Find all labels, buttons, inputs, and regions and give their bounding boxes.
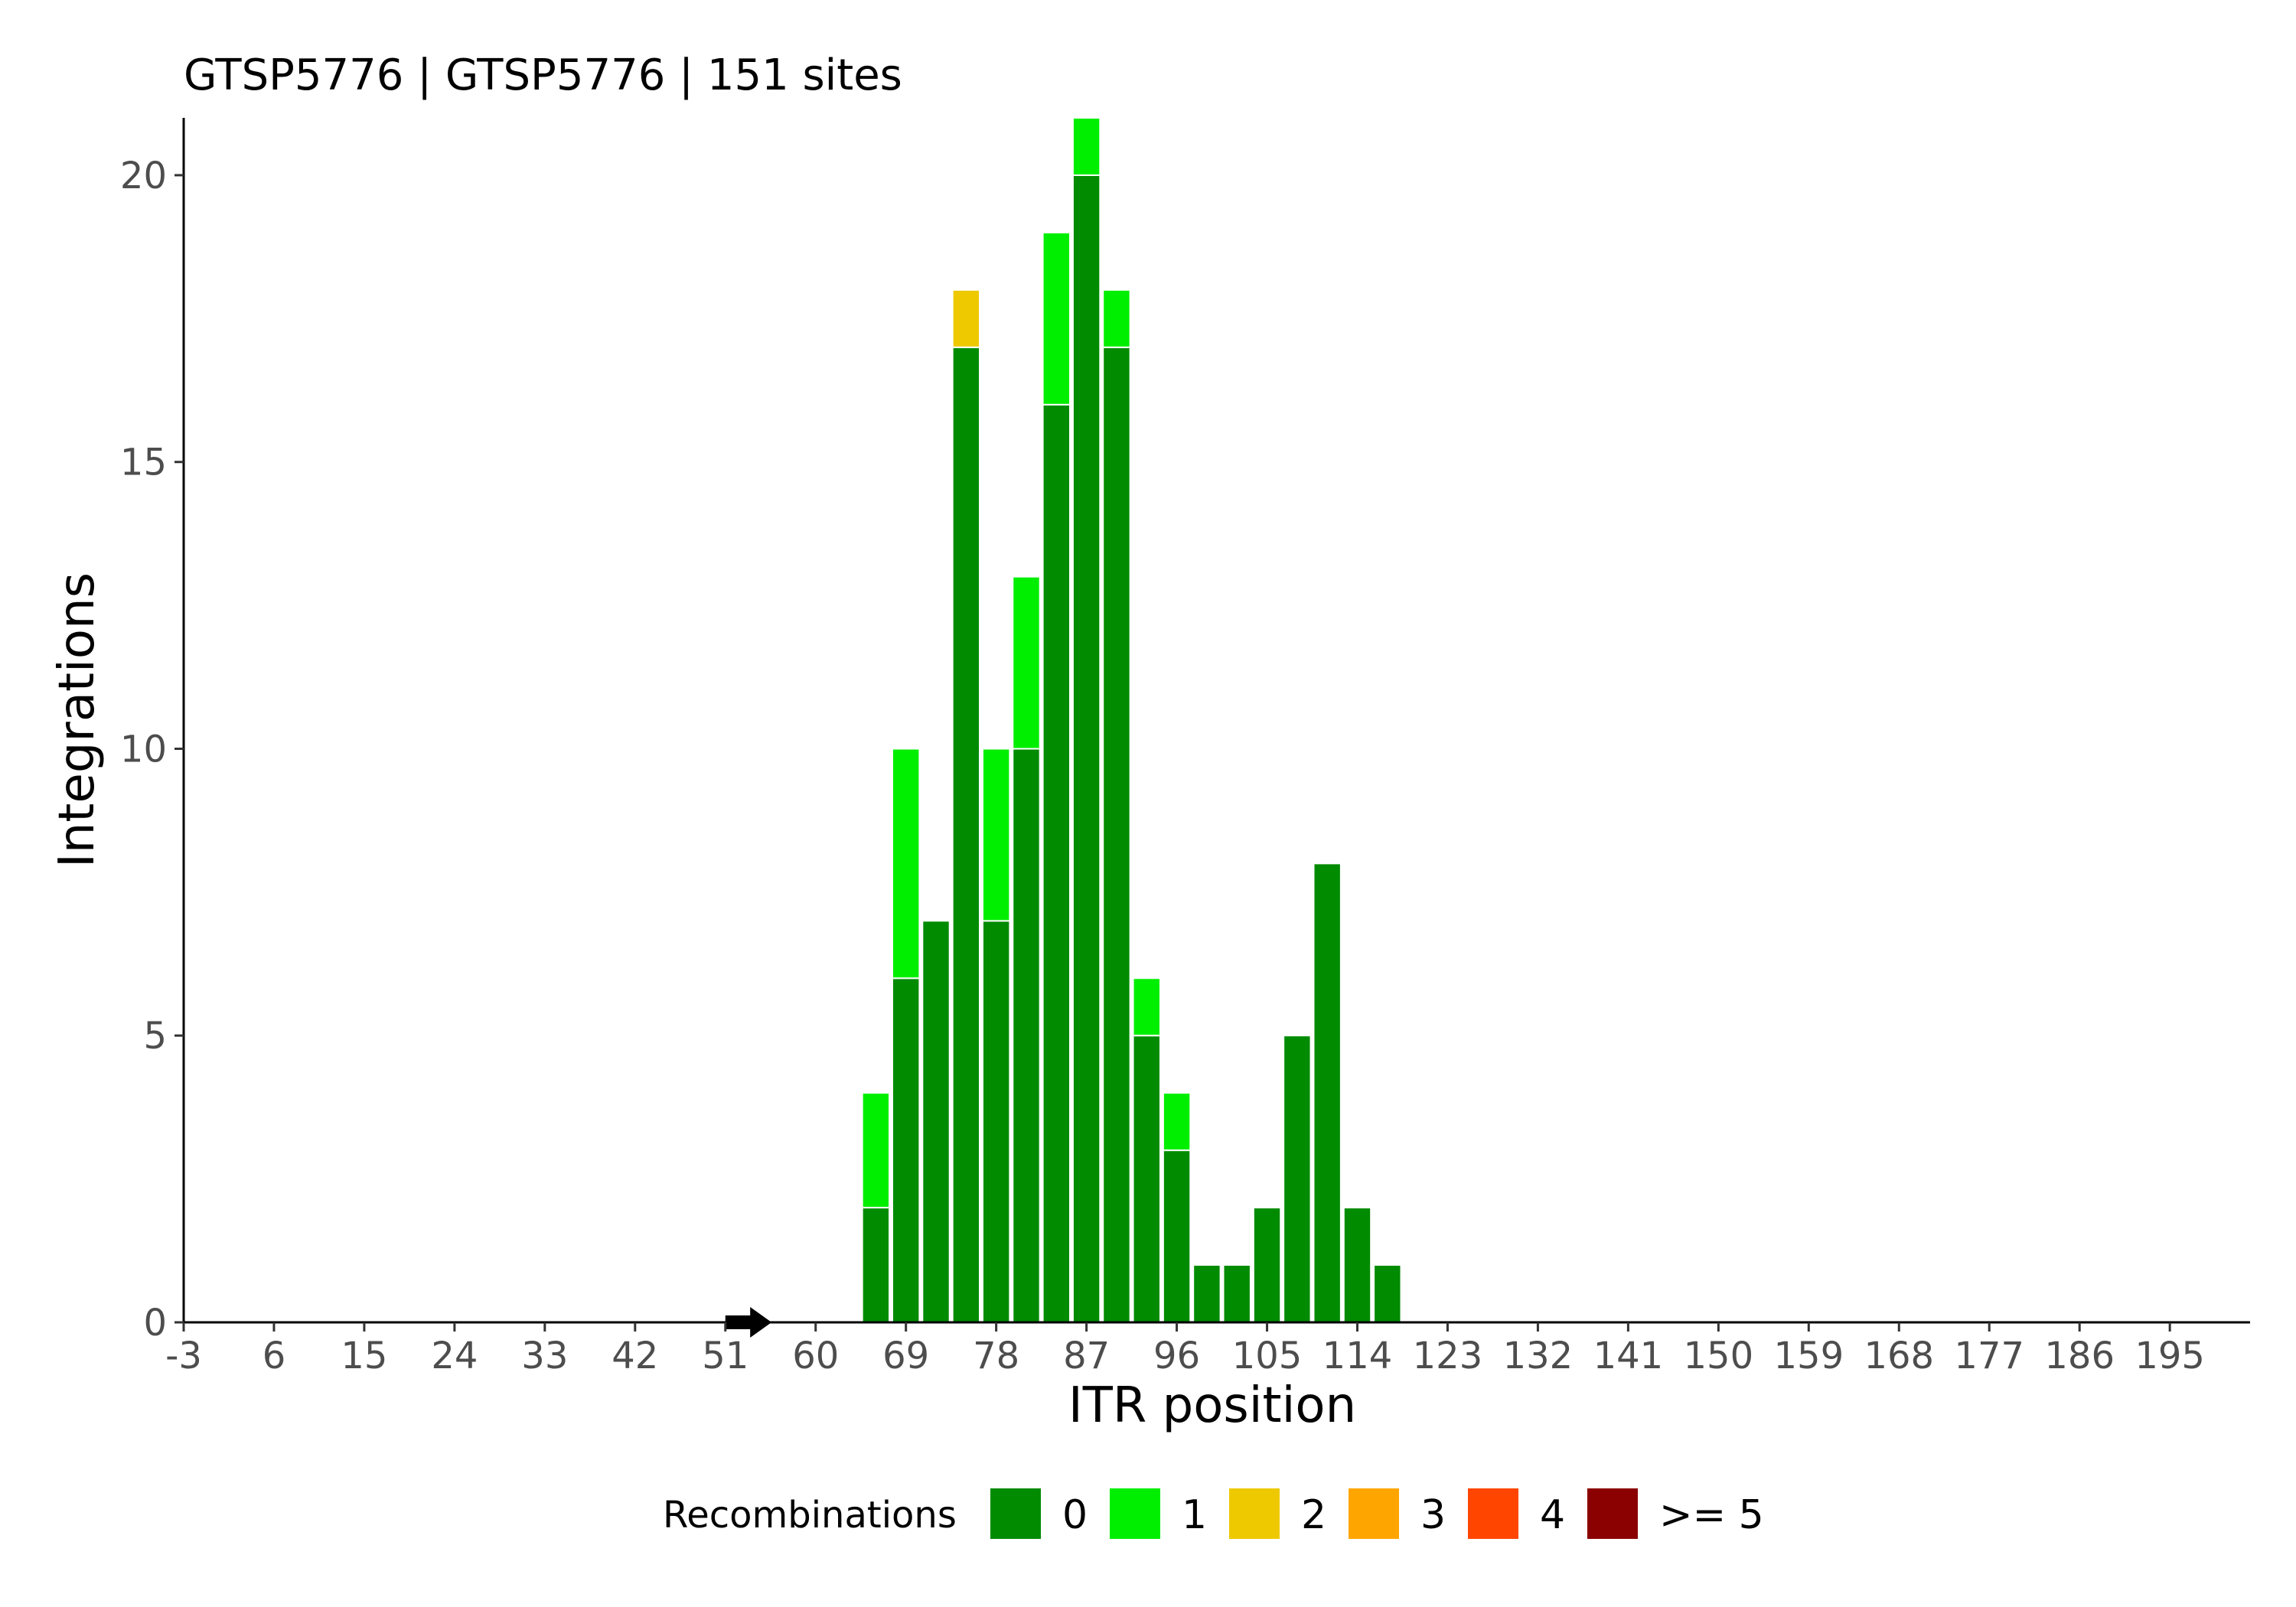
x-tick-label: 168	[1864, 1335, 1934, 1377]
bar-x87-rec0	[1071, 174, 1101, 1324]
x-tick-label: 6	[263, 1335, 286, 1377]
y-tick-label: 15	[120, 442, 167, 484]
legend: Recombinations 0 1 2 3 4 >= 5	[663, 1488, 1764, 1539]
x-tick-label: 33	[521, 1335, 568, 1377]
bar-x111-rec0	[1313, 862, 1342, 1323]
x-tick-label: 195	[2135, 1335, 2205, 1377]
legend-label-4: 4	[1540, 1492, 1565, 1538]
bar-x75-rec0	[951, 346, 981, 1323]
x-tick-label: 132	[1503, 1335, 1574, 1377]
x-tick-label: 24	[431, 1335, 478, 1377]
bar-x81-rec1	[1012, 575, 1041, 750]
bar-x72-rec0	[921, 920, 951, 1323]
legend-key-0	[990, 1488, 1041, 1539]
x-tick-label: 114	[1322, 1335, 1393, 1377]
legend-key-1	[1110, 1488, 1160, 1539]
bar-x105-rec0	[1252, 1207, 1282, 1323]
legend-label-0: 0	[1062, 1492, 1088, 1538]
bar-x90-rec1	[1102, 288, 1131, 348]
legend-key-5	[1587, 1488, 1638, 1539]
axes-layer	[182, 118, 2250, 1324]
legend-label-2: 2	[1301, 1492, 1326, 1538]
legend-key-3	[1349, 1488, 1399, 1539]
x-tick-label: 15	[341, 1335, 387, 1377]
bar-x69-rec1	[892, 748, 921, 980]
y-ticks: 0 5 10 15 20	[120, 155, 184, 1345]
bar-x84-rec0	[1042, 403, 1071, 1323]
y-tick-label: 20	[120, 155, 167, 197]
bar-x99-rec0	[1192, 1264, 1221, 1324]
y-tick-label: 5	[143, 1015, 167, 1058]
bar-x81-rec0	[1012, 748, 1041, 1323]
bar-x66-rec0	[861, 1207, 891, 1323]
bar-x66-rec1	[861, 1092, 891, 1209]
bar-x90-rec0	[1102, 346, 1131, 1323]
legend-label-5: >= 5	[1659, 1492, 1764, 1538]
x-tick-label: 87	[1063, 1335, 1110, 1377]
x-tick-label: 51	[702, 1335, 748, 1377]
bar-x117-rec0	[1373, 1264, 1402, 1324]
x-ticks: -3 6 15 24 33 42 51 60 69 78 87 96 105 114 123 132 141 15…	[165, 1322, 2205, 1377]
legend-items: 0 1 2 3 4 >= 5	[990, 1488, 1764, 1539]
bar-x96-rec1	[1162, 1092, 1192, 1152]
bar-x108-rec0	[1283, 1035, 1312, 1323]
x-tick-label: 78	[973, 1335, 1019, 1377]
x-tick-label: 42	[612, 1335, 658, 1377]
bar-x78-rec1	[981, 748, 1011, 922]
x-tick-label: 69	[882, 1335, 929, 1377]
legend-key-2	[1229, 1488, 1280, 1539]
x-tick-label: 123	[1413, 1335, 1483, 1377]
bar-x69-rec0	[892, 977, 921, 1324]
legend-key-4	[1468, 1488, 1518, 1539]
x-tick-label: 150	[1684, 1335, 1754, 1377]
bar-x84-rec1	[1042, 231, 1071, 406]
x-tick-label: 105	[1232, 1335, 1303, 1377]
legend-label-1: 1	[1182, 1492, 1207, 1538]
y-axis-label: Integrations	[49, 572, 106, 868]
bar-x78-rec0	[981, 920, 1011, 1323]
x-tick-label: 159	[1773, 1335, 1844, 1377]
bar-x102-rec0	[1222, 1264, 1251, 1324]
x-tick-label: 141	[1593, 1335, 1664, 1377]
x-tick-label: 60	[792, 1335, 839, 1377]
bars-layer	[861, 117, 1402, 1324]
y-tick-label: 0	[143, 1302, 167, 1345]
x-tick-label: 186	[2044, 1335, 2115, 1377]
bar-x114-rec0	[1342, 1207, 1372, 1323]
y-tick-label: 10	[120, 728, 167, 771]
legend-label-3: 3	[1420, 1492, 1446, 1538]
bar-x87-rec1	[1071, 117, 1101, 176]
x-tick-label: 96	[1153, 1335, 1200, 1377]
x-tick-label: 177	[1954, 1335, 2024, 1377]
bar-x93-rec0	[1132, 1035, 1161, 1323]
x-axis-label: ITR position	[1068, 1377, 1356, 1434]
legend-title: Recombinations	[663, 1494, 957, 1537]
bar-x93-rec1	[1132, 977, 1161, 1037]
bar-x75-rec2	[951, 288, 981, 348]
chart-title: GTSP5776 | GTSP5776 | 151 sites	[184, 51, 902, 100]
bar-x96-rec0	[1162, 1149, 1192, 1324]
x-tick-label: -3	[165, 1335, 202, 1377]
